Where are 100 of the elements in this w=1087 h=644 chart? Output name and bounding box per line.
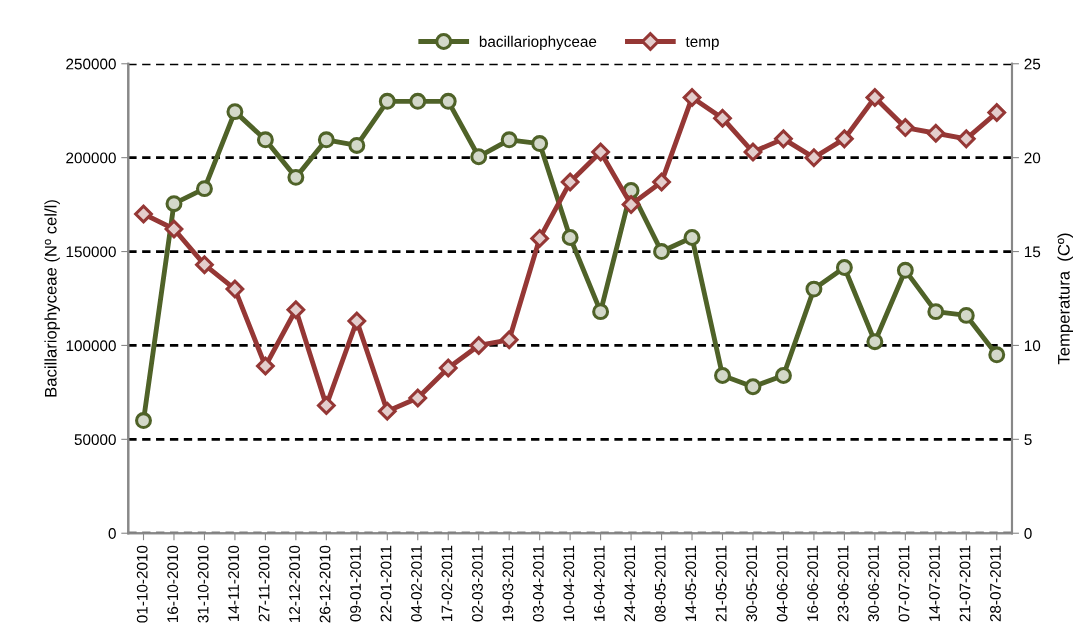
x-tick-label: 22-01-2011 bbox=[380, 545, 392, 622]
point bbox=[988, 346, 1006, 364]
x-tick-label: 30-05-2011 bbox=[746, 545, 758, 622]
point bbox=[499, 330, 519, 350]
point bbox=[927, 303, 945, 321]
point bbox=[225, 279, 245, 299]
point bbox=[774, 367, 792, 384]
point bbox=[957, 306, 975, 324]
point bbox=[408, 388, 428, 408]
y2-tick-label: 15 bbox=[1024, 246, 1041, 258]
point bbox=[652, 172, 671, 192]
legend-label: temp bbox=[685, 36, 719, 51]
point bbox=[956, 129, 976, 149]
x-tick-label: 08-05-2011 bbox=[654, 545, 666, 622]
y-tick-label: 50000 bbox=[74, 434, 116, 446]
point bbox=[805, 280, 823, 298]
y-tick-label: 250000 bbox=[66, 58, 116, 70]
y-tick-label: 200000 bbox=[66, 152, 116, 164]
y-axis-title: Bacillariophyceae (Nº cel/l) bbox=[44, 200, 60, 397]
point bbox=[409, 92, 427, 110]
point bbox=[378, 92, 396, 110]
x-tick-label: 14-11-2010 bbox=[228, 545, 240, 621]
x-tick-label: 01-10-2010 bbox=[136, 545, 148, 623]
point bbox=[621, 195, 641, 214]
point bbox=[347, 311, 367, 331]
point bbox=[866, 333, 884, 351]
point bbox=[348, 136, 366, 154]
y2-axis-title: Temperatura (Cº) bbox=[1057, 233, 1073, 365]
point bbox=[500, 131, 518, 149]
point bbox=[317, 131, 335, 149]
y2-tick-label: 20 bbox=[1024, 152, 1041, 164]
x-tick-label: 28-07-2011 bbox=[990, 545, 1001, 622]
point bbox=[135, 412, 152, 430]
y2-tick-label: 0 bbox=[1024, 528, 1032, 539]
x-tick-label: 31-10-2010 bbox=[197, 545, 209, 623]
point bbox=[896, 261, 914, 279]
point bbox=[835, 259, 853, 276]
point bbox=[835, 129, 854, 149]
point bbox=[683, 228, 701, 246]
x-tick-label: 19-03-2011 bbox=[502, 545, 514, 621]
x-tick-label: 02-03-2011 bbox=[471, 545, 483, 622]
x-tick-label: 09-01-2011 bbox=[350, 545, 361, 622]
point bbox=[164, 219, 184, 239]
x-tick-label: 03-04-2011 bbox=[532, 545, 544, 622]
point bbox=[774, 129, 793, 149]
x-tick-label: 14-07-2011 bbox=[929, 545, 940, 621]
x-tick-label: 21-05-2011 bbox=[715, 545, 727, 622]
x-tick-label: 16-10-2010 bbox=[167, 545, 179, 623]
point bbox=[195, 255, 214, 275]
y2-tick-label: 5 bbox=[1024, 434, 1032, 446]
y-tick-label: 0 bbox=[108, 528, 116, 539]
x-tick-label: 10-04-2011 bbox=[563, 545, 575, 621]
point bbox=[530, 229, 550, 248]
point bbox=[714, 367, 731, 384]
point bbox=[256, 131, 274, 149]
x-tick-label: 04-02-2011 bbox=[411, 545, 422, 622]
point bbox=[470, 148, 488, 166]
point bbox=[316, 396, 336, 415]
x-tick-label: 04-06-2011 bbox=[776, 545, 788, 622]
point bbox=[286, 300, 306, 320]
x-tick-label: 24-04-2011 bbox=[624, 545, 636, 622]
x-tick-label: 16-04-2011 bbox=[593, 545, 605, 621]
x-tick-label: 16-06-2011 bbox=[807, 545, 819, 621]
y-tick-label: 100000 bbox=[66, 340, 116, 352]
point bbox=[561, 228, 579, 246]
x-tick-label: 30-06-2011 bbox=[868, 545, 879, 622]
point bbox=[195, 180, 213, 198]
point bbox=[713, 108, 732, 128]
x-tick-label: 07-07-2011 bbox=[898, 545, 910, 622]
point bbox=[682, 88, 702, 107]
point bbox=[592, 303, 610, 321]
point bbox=[744, 378, 762, 396]
x-tick-label: 23-06-2011 bbox=[837, 545, 849, 622]
x-tick-label: 14-05-2011 bbox=[685, 545, 697, 621]
point bbox=[560, 172, 580, 192]
point bbox=[987, 103, 1007, 122]
x-tick-label: 27-11-2010 bbox=[258, 545, 270, 622]
point bbox=[287, 168, 305, 186]
x-tick-label: 26-12-2010 bbox=[319, 545, 331, 623]
point bbox=[438, 358, 458, 378]
point bbox=[256, 356, 275, 376]
y2-tick-label: 10 bbox=[1024, 340, 1041, 352]
point bbox=[165, 195, 183, 213]
point bbox=[653, 243, 671, 261]
point bbox=[743, 142, 763, 162]
legend-label: bacillariophyceae bbox=[479, 35, 597, 51]
point bbox=[439, 92, 457, 110]
x-tick-label: 21-07-2011 bbox=[959, 545, 971, 622]
point bbox=[865, 88, 885, 107]
point bbox=[926, 123, 946, 143]
point bbox=[226, 103, 244, 121]
point bbox=[469, 336, 489, 355]
x-tick-label: 12-12-2010 bbox=[289, 545, 300, 623]
y2-tick-label: 25 bbox=[1024, 58, 1041, 70]
point bbox=[804, 148, 824, 168]
x-tick-label: 17-02-2011 bbox=[441, 545, 453, 621]
point bbox=[377, 401, 397, 421]
y-tick-label: 150000 bbox=[66, 246, 116, 258]
point bbox=[531, 135, 549, 153]
point bbox=[895, 118, 915, 137]
